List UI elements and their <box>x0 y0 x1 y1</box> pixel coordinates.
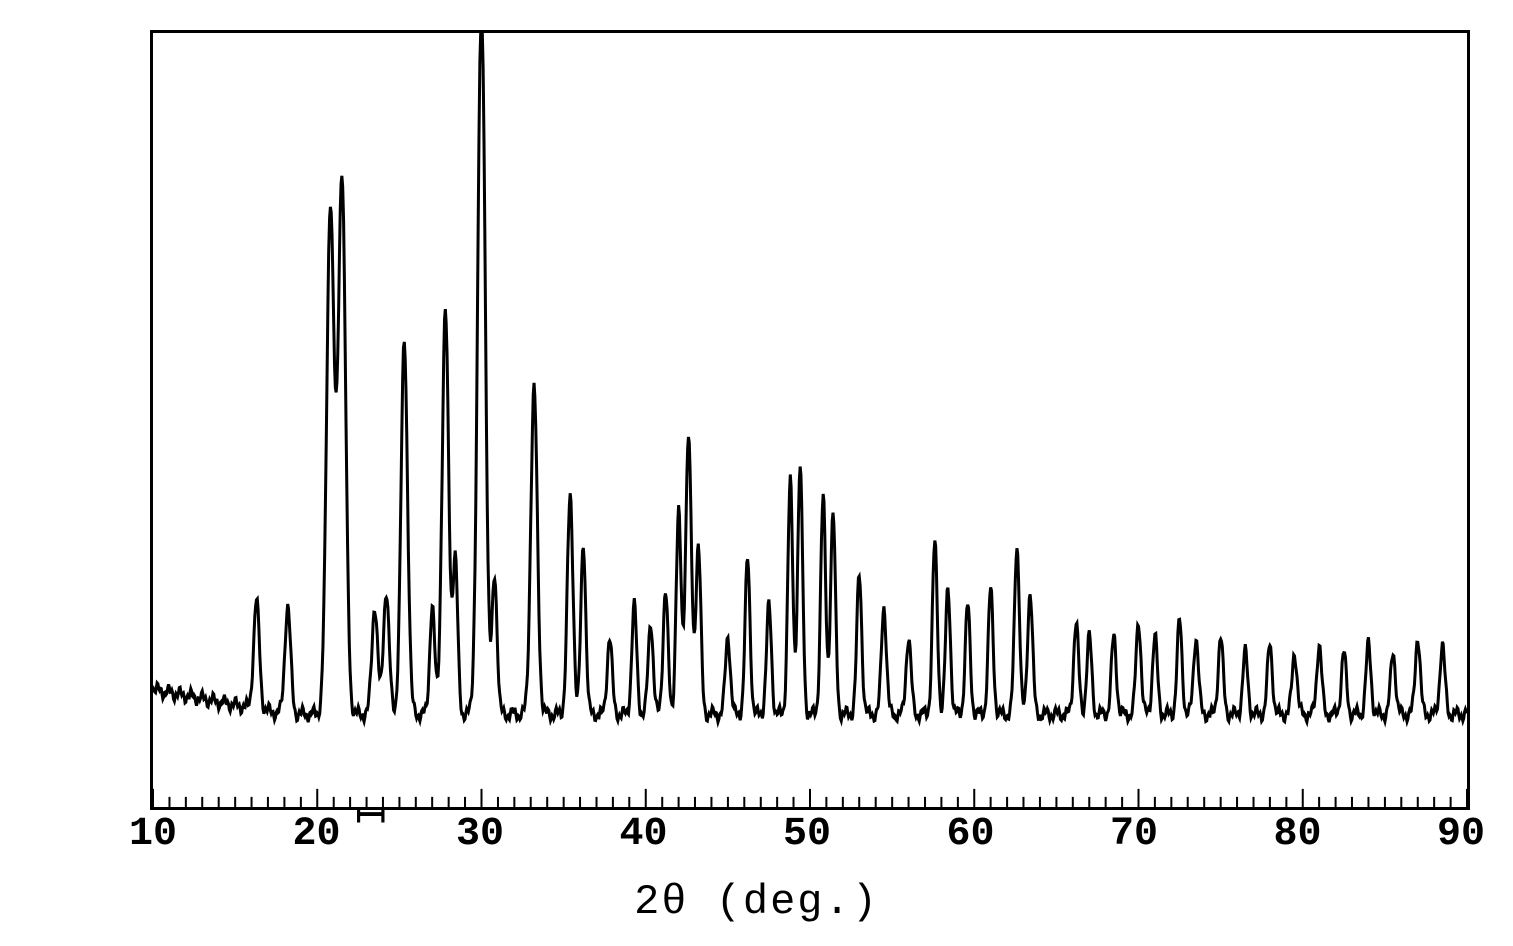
x-tick-label: 10 <box>129 812 177 857</box>
x-tick-label: 80 <box>1273 812 1321 857</box>
x-tick-label: 40 <box>619 812 667 857</box>
xrd-trace-svg <box>153 33 1467 807</box>
xrd-figure: Intensity (arbitrary unit) 2θ (deg.) 102… <box>0 0 1513 946</box>
x-tick-label: 30 <box>456 812 504 857</box>
x-tick-label: 60 <box>946 812 994 857</box>
x-minor-ticks <box>153 789 1467 807</box>
x-tick-label: 70 <box>1110 812 1158 857</box>
x-tick-label: 90 <box>1437 812 1485 857</box>
xrd-trace <box>153 33 1467 722</box>
plot-area <box>150 30 1470 810</box>
x-axis-label: 2θ (deg.) <box>634 878 879 926</box>
x-tick-label: 50 <box>783 812 831 857</box>
x-tick-label: 20 <box>292 812 340 857</box>
